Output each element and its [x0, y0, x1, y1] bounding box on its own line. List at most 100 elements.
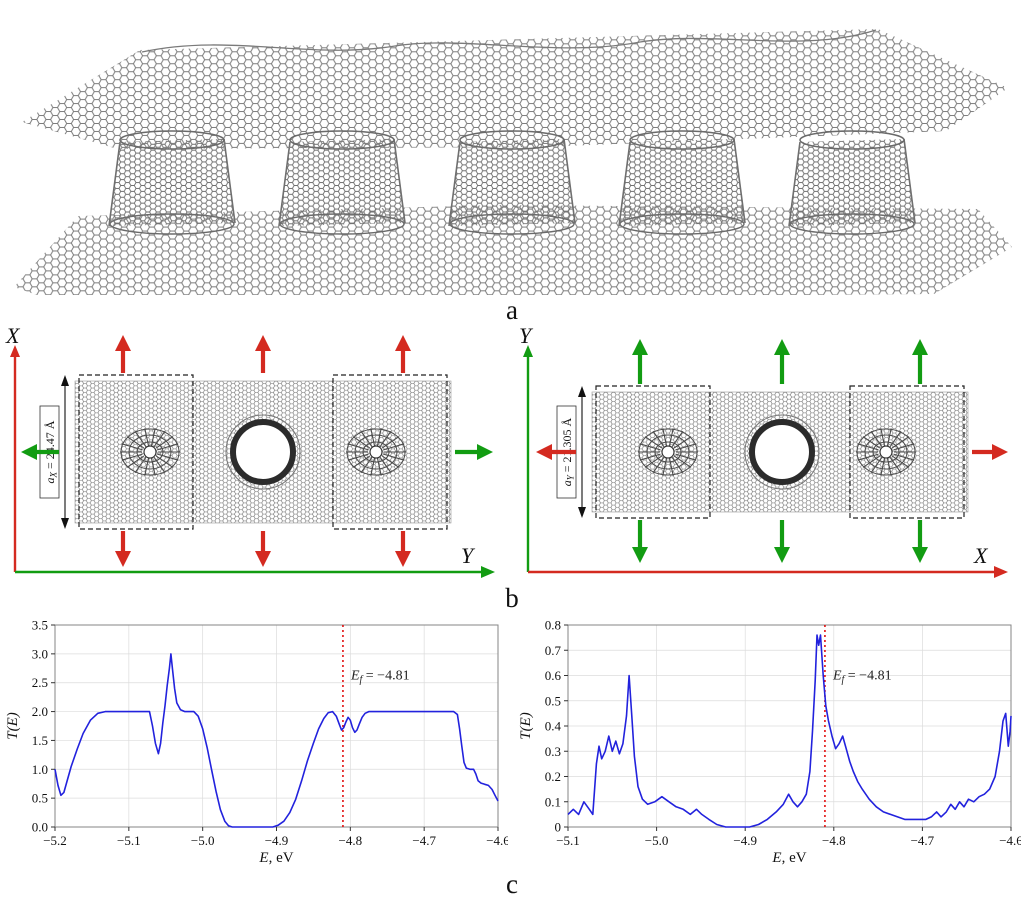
nanotube-outer-ring [744, 414, 820, 490]
nanotube-cross-section [749, 419, 815, 485]
fan-line [376, 428, 382, 447]
strain-arrows-vertical [115, 335, 411, 567]
fan-line [150, 428, 156, 447]
y-tick-label: 0 [555, 820, 562, 835]
fan-center [369, 445, 383, 459]
y-tick-label: 0.1 [545, 794, 561, 809]
fan-ring [856, 428, 916, 476]
nanotube-side-view-right [856, 428, 916, 476]
nanotube-pillar [109, 139, 235, 226]
x-tick-label: −4.7 [911, 833, 935, 848]
nanotube-side-view-left [120, 428, 180, 476]
panel-a-label: a [506, 295, 518, 325]
fan-line [379, 430, 392, 448]
fan-line [673, 455, 692, 468]
top-junction-rings [119, 130, 905, 150]
fan-line [857, 453, 879, 461]
fan-line [862, 436, 881, 449]
unit-cell-right [332, 374, 448, 530]
fan-line [379, 456, 392, 474]
unit-cell-left [595, 385, 711, 519]
fan-line [644, 455, 663, 468]
strain-arrows-horizontal [536, 444, 1008, 460]
fan-ring [346, 428, 406, 476]
vertical-axis [523, 345, 533, 572]
fan-line [376, 457, 382, 476]
pillar-edges [108, 138, 916, 227]
fan-center [879, 445, 893, 459]
fan-line [360, 456, 373, 474]
fermi-level-label: Ef = −4.81 [350, 669, 410, 686]
fan-line [134, 456, 147, 474]
transmission-curve [54, 653, 499, 828]
fan-line [155, 436, 174, 449]
x-tick-label: −4.6 [486, 833, 508, 848]
x-tick-label: −5.0 [645, 833, 669, 848]
fan-line [889, 456, 902, 474]
panel-c-label: c [506, 869, 518, 899]
x-tick-label: −4.6 [999, 833, 1021, 848]
fan-line [886, 428, 892, 447]
fan-line [862, 455, 881, 468]
fan-ring [354, 434, 398, 470]
fan-line [134, 430, 147, 448]
fan-ring [362, 441, 390, 463]
y-tick-label: 2.0 [32, 704, 48, 719]
fan-line [880, 457, 886, 476]
fan-line [144, 457, 150, 476]
transmission-curve [567, 634, 1012, 828]
x-tick-label: −4.8 [339, 833, 363, 848]
x-tick-label: −5.2 [43, 833, 67, 848]
fan-line [644, 436, 663, 449]
fan-line [673, 436, 692, 449]
y-tick-label: 3.0 [32, 646, 48, 661]
fan-line [144, 428, 150, 447]
y-tick-label: 1.0 [32, 762, 48, 777]
y-tick-label: 0.3 [545, 744, 561, 759]
fan-line [347, 453, 369, 461]
fan-line [126, 436, 145, 449]
fan-line [639, 453, 661, 461]
fan-line [891, 455, 910, 468]
y-tick-label: 0.0 [32, 820, 48, 835]
x-tick-label: −5.1 [556, 833, 580, 848]
fan-line [157, 443, 179, 451]
fan-line [352, 436, 371, 449]
fan-line [668, 457, 674, 476]
x-axis-label: E, eV [258, 850, 293, 866]
fan-ring [646, 434, 690, 470]
dimension-label: aY = 21.305 Å [560, 417, 576, 486]
x-axis-label: E, eV [771, 850, 806, 866]
strain-schematic-x: aX = 24.47 Å X Y [5, 325, 495, 578]
fan-line [157, 453, 179, 461]
y-tick-label: 0.6 [545, 668, 562, 683]
x-tick-label: −4.7 [412, 833, 436, 848]
y-tick-label: 0.4 [545, 719, 562, 734]
fan-line [352, 455, 371, 468]
x-tick-label: −5.1 [117, 833, 141, 848]
fan-line [121, 453, 143, 461]
nanotube-pillar [619, 139, 745, 226]
fan-line [370, 428, 376, 447]
panel-c: −5.2 −5.1 −5.0 −4.9 −4.8 −4.7 −4.6 0.0 0.5 1.0 1.5… [3, 617, 1021, 869]
fan-line [671, 430, 684, 448]
fan-line [150, 457, 156, 476]
y-tick-label: 0.2 [545, 769, 561, 784]
vertical-axis-label: X [5, 325, 21, 348]
strain-arrows-vertical [632, 339, 928, 563]
nanotube-pillar [279, 139, 405, 226]
x-tick-label: −4.9 [733, 833, 757, 848]
fan-line [126, 455, 145, 468]
fan-center [661, 445, 675, 459]
fan-ring [654, 441, 682, 463]
x-tick-label: −5.0 [191, 833, 215, 848]
fan-line [639, 443, 661, 451]
fan-ring [120, 428, 180, 476]
fan-line [893, 443, 915, 451]
nanotube-outer-ring [225, 414, 301, 490]
fan-line [662, 457, 668, 476]
fan-line [889, 430, 902, 448]
vertical-axis-label: Y [519, 325, 534, 348]
fan-line [891, 436, 910, 449]
